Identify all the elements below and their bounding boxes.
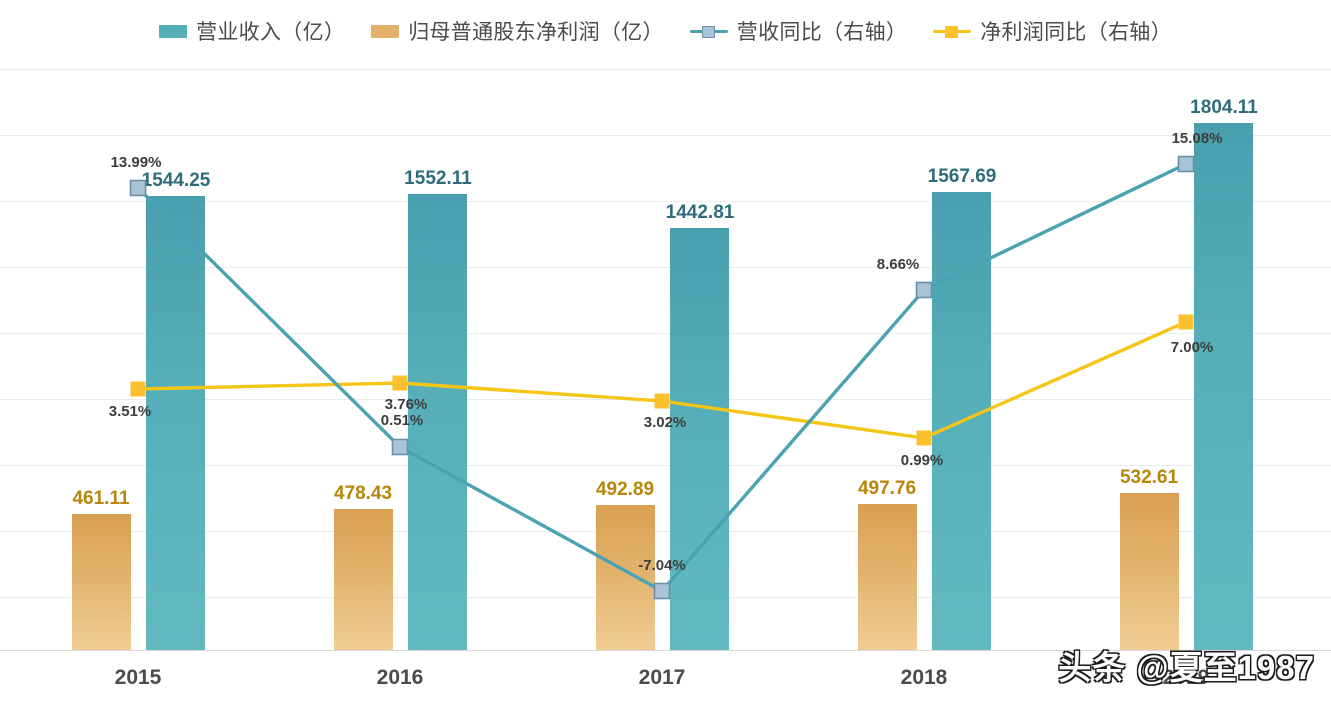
- profit-yoy-marker[interactable]: 2017 3.02%: [654, 393, 670, 409]
- gridline: [0, 267, 1331, 268]
- profit-yoy-percent-label: 3.02%: [643, 414, 687, 431]
- legend-label-revenue: 营业收入（亿）: [196, 21, 346, 44]
- revenue-yoy-marker[interactable]: 2017 -7.04%: [653, 582, 671, 600]
- net-profit-value-label: 492.89: [595, 479, 655, 500]
- revenue-bar[interactable]: [408, 194, 467, 650]
- net-profit-value-label: 478.43: [333, 483, 393, 504]
- revenue-yoy-percent-label: 15.08%: [1171, 130, 1223, 147]
- profit-yoy-marker[interactable]: 2015 3.51%: [130, 381, 146, 397]
- revenue-bar[interactable]: [670, 228, 729, 650]
- legend-item-revenue-yoy[interactable]: 营收同比（右轴）: [689, 16, 908, 46]
- profit-yoy-percent-label: 7.00%: [1170, 339, 1214, 356]
- revenue-bar[interactable]: [1194, 123, 1253, 650]
- profit-yoy-marker[interactable]: 2018 0.99%: [916, 430, 932, 446]
- x-axis: 2015 2016 2017 2018 2019: [0, 652, 1331, 705]
- net-profit-bar[interactable]: [1120, 493, 1179, 650]
- revenue-value-label: 1552.11: [404, 168, 472, 189]
- revenue-bar[interactable]: [146, 196, 205, 650]
- x-axis-tick-2019: 2019: [1162, 666, 1210, 689]
- chart-legend: 营业收入（亿） 归母普通股东净利润（亿） 营收同比（右轴） 净利润同比（右轴）: [0, 0, 1331, 62]
- net-profit-value-label: 497.76: [857, 478, 917, 499]
- revenue-yoy-percent-label: -7.04%: [638, 557, 686, 574]
- revenue-yoy-percent-label: 8.66%: [876, 256, 920, 273]
- revenue-value-label: 1442.81: [665, 202, 735, 223]
- legend-line-swatch-revenue-yoy-icon: [689, 23, 728, 39]
- gridline: [0, 465, 1331, 466]
- x-axis-tick-2015: 2015: [114, 666, 162, 689]
- net-profit-bar[interactable]: [596, 505, 655, 650]
- legend-bar-swatch-revenue-icon: [159, 24, 188, 38]
- net-profit-value-label: 532.61: [1119, 467, 1179, 488]
- gridline: [0, 135, 1331, 136]
- legend-item-profit-yoy[interactable]: 净利润同比（右轴）: [933, 16, 1172, 46]
- legend-line-swatch-profit-yoy-icon: [933, 23, 972, 39]
- revenue-value-label: 1804.11: [1190, 97, 1258, 118]
- revenue-yoy-percent-label: 0.51%: [380, 412, 424, 429]
- net-profit-bar[interactable]: [72, 514, 131, 650]
- legend-item-net-profit[interactable]: 归母普通股东净利润（亿）: [371, 16, 664, 46]
- revenue-value-label: 1544.25: [141, 170, 211, 191]
- x-axis-tick-2018: 2018: [900, 666, 948, 689]
- net-profit-value-label: 461.11: [72, 488, 130, 509]
- revenue-yoy-polyline: [136, 162, 1188, 593]
- gridline: [0, 201, 1331, 202]
- x-axis-tick-2017: 2017: [638, 666, 686, 689]
- net-profit-bar[interactable]: [334, 509, 393, 650]
- net-profit-bar[interactable]: [858, 504, 917, 650]
- legend-bar-swatch-net-profit-icon: [371, 24, 400, 38]
- profit-yoy-percent-label: 3.51%: [108, 403, 152, 420]
- revenue-yoy-marker[interactable]: 2016 0.51%: [391, 438, 409, 456]
- profit-yoy-marker[interactable]: 2016 3.76%: [392, 375, 408, 391]
- revenue-yoy-marker[interactable]: 2018 8.66%: [915, 281, 933, 299]
- x-axis-tick-2016: 2016: [376, 666, 424, 689]
- axis-baseline: [0, 650, 1331, 651]
- revenue-yoy-marker[interactable]: 2015 13.99%: [129, 179, 147, 197]
- gridline: [0, 69, 1331, 70]
- revenue-value-label: 1567.69: [927, 166, 997, 187]
- revenue-yoy-marker[interactable]: 2019 15.08%: [1177, 155, 1195, 173]
- legend-label-profit-yoy: 净利润同比（右轴）: [980, 21, 1172, 44]
- gridline: [0, 531, 1331, 532]
- legend-label-revenue-yoy: 营收同比（右轴）: [736, 21, 908, 44]
- profit-yoy-percent-label: 3.76%: [384, 396, 428, 413]
- plot-area: 2015 3.51% 2016 3.76% 2017 3.02% 2018 0.99%…: [0, 62, 1331, 652]
- legend-label-net-profit: 归母普通股东净利润（亿）: [408, 21, 664, 44]
- legend-item-revenue[interactable]: 营业收入（亿）: [159, 16, 345, 46]
- profit-yoy-marker[interactable]: 2019 7.00%: [1178, 314, 1194, 330]
- revenue-yoy-percent-label: 13.99%: [110, 154, 162, 171]
- gridline: [0, 333, 1331, 334]
- profit-yoy-percent-label: 0.99%: [900, 452, 944, 469]
- lines-group: 2015 3.51% 2016 3.76% 2017 3.02% 2018 0.99%…: [129, 155, 1195, 600]
